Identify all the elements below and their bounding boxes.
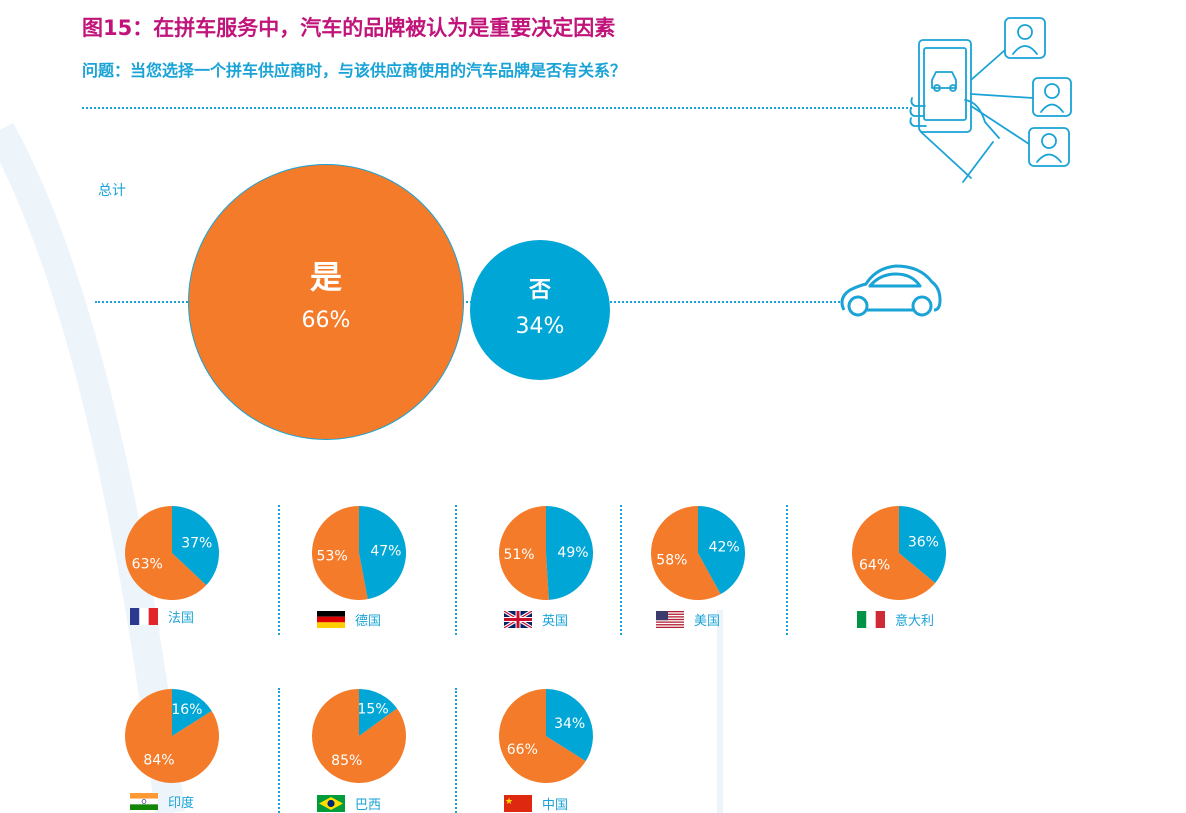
total-yes-value: 66%: [301, 307, 351, 333]
header-divider: [82, 107, 912, 109]
pie-2: 47% 53%: [312, 506, 406, 600]
pie-label-yes: 63%: [132, 557, 163, 573]
pie-label-no: 34%: [554, 716, 585, 732]
total-label: 总计: [98, 183, 126, 199]
pie-label-no: 47%: [370, 543, 401, 559]
pie-8: 34% 66%: [499, 689, 593, 783]
country-name: 巴西: [355, 798, 382, 813]
pie-label-yes: 51%: [503, 547, 534, 563]
country-label-2: 德国: [317, 610, 381, 629]
pie-label-yes: 53%: [317, 549, 348, 565]
country-label-3: 英国: [504, 610, 568, 629]
pie-slice-no: [546, 689, 593, 762]
pie-slice-no: [359, 689, 398, 736]
pie-label-no: 37%: [181, 535, 212, 551]
total-no-label: 否: [528, 277, 551, 303]
pie-slice-no: [546, 506, 593, 600]
china-flag-icon: [504, 795, 532, 812]
column-divider: [455, 688, 457, 813]
pie-1: 37% 63%: [125, 506, 219, 600]
pie-slice-no: [172, 689, 212, 736]
country-name: 意大利: [895, 614, 935, 629]
country-name: 印度: [168, 796, 195, 811]
germany-flag-icon: [317, 611, 345, 628]
country-name: 德国: [355, 614, 382, 629]
pie-label-yes: 85%: [331, 753, 362, 769]
total-yes-bubble: 是 66%: [188, 164, 464, 440]
pie-slice-no: [172, 506, 219, 586]
pie-4: 42% 58%: [651, 506, 745, 600]
country-label-8: 中国: [504, 794, 568, 813]
pie-label-yes: 66%: [507, 742, 538, 758]
total-no-value: 34%: [515, 313, 565, 339]
pie-label-yes: 84%: [143, 753, 174, 769]
uk-flag-icon: [504, 611, 532, 628]
pie-slice-yes: [651, 506, 721, 600]
country-label-7: 巴西: [317, 794, 381, 813]
chart-title: 图15：在拼车服务中，汽车的品牌被认为是重要决定因素: [82, 16, 616, 40]
pie-slice-yes: [498, 506, 549, 600]
india-flag-icon: [130, 793, 158, 810]
column-divider: [455, 505, 457, 635]
pie-7: 15% 85%: [312, 689, 406, 783]
country-label-5: 意大利: [857, 610, 934, 629]
chart-subtitle: 问题：当您选择一个拼车供应商时，与该供应商使用的汽车品牌是否有关系？: [82, 61, 627, 80]
smartphone-hand-icon: [909, 17, 1072, 183]
country-name: 中国: [542, 798, 569, 813]
pie-slice-yes: [312, 506, 368, 600]
usa-flag-icon: [656, 611, 684, 628]
pie-slice-yes: [125, 506, 207, 600]
country-name: 美国: [694, 614, 721, 629]
column-divider: [278, 505, 280, 635]
pie-slice-no: [899, 506, 946, 583]
country-label-1: 法国: [130, 607, 194, 626]
column-divider: [620, 505, 622, 635]
pie-label-no: 16%: [171, 702, 202, 718]
pie-slice-no: [359, 506, 406, 600]
country-name: 英国: [542, 614, 569, 629]
country-name: 法国: [168, 611, 195, 626]
brazil-flag-icon: [317, 795, 345, 812]
country-label-6: 印度: [130, 792, 194, 811]
pie-label-no: 49%: [557, 545, 588, 561]
pie-label-no: 42%: [709, 539, 740, 555]
pie-label-yes: 58%: [656, 553, 687, 569]
pie-slice-yes: [852, 506, 936, 600]
pie-slice-no: [698, 506, 745, 595]
total-yes-label: 是: [309, 257, 342, 296]
pie-3: 49% 51%: [498, 506, 593, 600]
car-outline-icon: [840, 264, 942, 317]
pie-slice-yes: [124, 689, 219, 783]
total-no-bubble: 否 34%: [470, 240, 610, 380]
column-divider: [786, 505, 788, 635]
bubble-axis-line: [95, 301, 840, 303]
italy-flag-icon: [857, 611, 885, 628]
pie-slice-yes: [499, 689, 586, 783]
column-divider: [278, 688, 280, 813]
pie-label-no: 36%: [908, 535, 939, 551]
pie-5: 36% 64%: [852, 506, 946, 600]
pie-label-no: 15%: [358, 701, 389, 717]
country-label-4: 美国: [656, 610, 720, 629]
france-flag-icon: [130, 608, 158, 625]
pie-6: 16% 84%: [124, 689, 219, 783]
pie-label-yes: 64%: [859, 557, 890, 573]
